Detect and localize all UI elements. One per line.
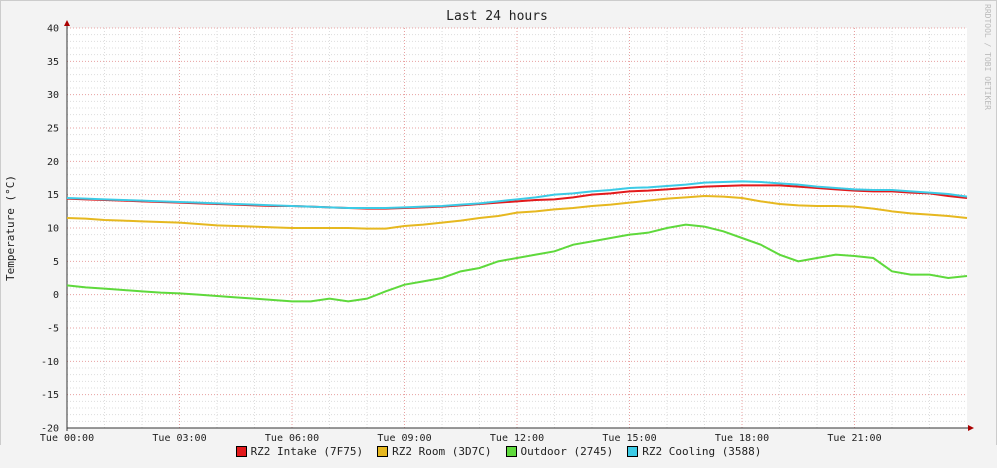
legend-swatch [235, 446, 247, 457]
series-line [66, 180, 968, 209]
legend-item: Outdoor (2745) [505, 445, 614, 458]
y-tick-label: -10 [41, 357, 59, 368]
legend: RZ2 Intake (7F75) RZ2 Room (3D7C) Outdoor … [0, 445, 997, 458]
x-tick-label: Tue 18:00 [715, 433, 769, 444]
legend-item: RZ2 Intake (7F75) [235, 445, 364, 458]
legend-item: RZ2 Room (3D7C) [377, 445, 492, 458]
y-tick-label: -15 [41, 390, 59, 401]
legend-swatch [377, 446, 389, 457]
legend-label: RZ2 Room (3D7C) [392, 445, 492, 458]
legend-swatch [505, 446, 517, 457]
y-tick-label: 0 [53, 290, 59, 301]
legend-swatch [627, 446, 639, 457]
y-tick-label: -5 [47, 324, 59, 335]
legend-label: Outdoor (2745) [520, 445, 614, 458]
x-tick-label: Tue 00:00 [40, 433, 94, 444]
y-axis-arrow [64, 20, 70, 26]
legend-label: RZ2 Intake (7F75) [250, 445, 364, 458]
legend-item: RZ2 Cooling (3588) [627, 445, 761, 458]
y-axis-label: Temperature (°C) [4, 175, 17, 281]
y-tick-label: 10 [47, 224, 59, 235]
chart-title: Last 24 hours [446, 9, 548, 24]
y-tick-label: 30 [47, 90, 59, 101]
legend-label: RZ2 Cooling (3588) [642, 445, 762, 458]
y-tick-label: 40 [47, 24, 59, 35]
watermark: RRDTOOL / TOBI OETIKER [983, 4, 992, 110]
x-tick-label: Tue 21:00 [827, 433, 881, 444]
x-axis-arrow [968, 425, 974, 431]
y-tick-label: 5 [53, 257, 59, 268]
x-tick-label: Tue 09:00 [377, 433, 431, 444]
x-tick-label: Tue 06:00 [265, 433, 319, 444]
x-tick-label: Tue 15:00 [602, 433, 656, 444]
y-tick-label: 15 [47, 190, 59, 201]
series-line [66, 223, 968, 303]
y-tick-label: 25 [47, 124, 59, 135]
x-tick-label: Tue 12:00 [490, 433, 544, 444]
y-tick-label: 35 [47, 57, 59, 68]
x-tick-label: Tue 03:00 [152, 433, 206, 444]
series-line [66, 194, 968, 230]
y-tick-label: 20 [47, 157, 59, 168]
y-tick-label: -20 [41, 424, 59, 435]
